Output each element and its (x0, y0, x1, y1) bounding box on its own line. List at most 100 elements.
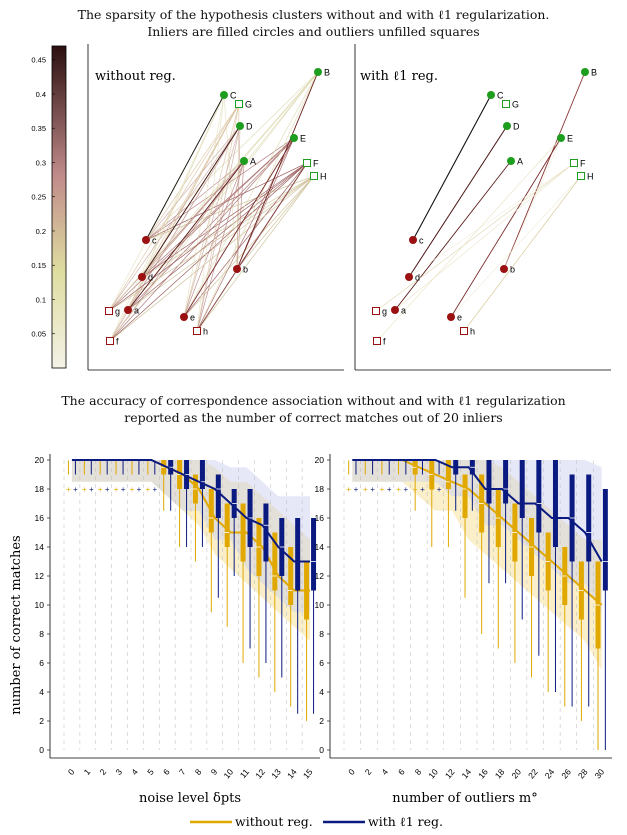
outlier-mark: + (413, 485, 418, 494)
inlier-point-a (391, 306, 399, 314)
hypothesis-line (376, 137, 562, 342)
inlier-point-E (290, 134, 298, 142)
outlier-mark: + (346, 485, 351, 494)
box (586, 474, 592, 562)
point-label-a: a (401, 306, 406, 316)
x-tick-label: 12 (253, 767, 267, 781)
x-tick-label: 6 (161, 767, 172, 777)
median-line-1 (71, 459, 311, 563)
inlier-point-D (503, 122, 511, 130)
hypothesis-line (145, 175, 315, 241)
y-tick-label: 16 (35, 513, 45, 523)
hypothesis-line (108, 160, 245, 312)
colorbar-tick-label: 0.45 (31, 56, 46, 65)
y-tick-label: 6 (39, 658, 44, 668)
hypothesis-line (196, 94, 225, 332)
point-label-E: E (300, 134, 306, 144)
hypothesis-line (145, 125, 241, 241)
hypothesis-line (127, 162, 308, 311)
hypothesis-line (183, 71, 319, 318)
hypothesis-line (145, 137, 295, 241)
hypothesis-line (141, 162, 308, 278)
hypothesis-line (503, 71, 586, 270)
outlier-point-g (372, 307, 380, 315)
hypothesis-line (183, 162, 308, 318)
x-tick-label: 14 (459, 767, 473, 781)
point-label-b: b (243, 265, 248, 275)
x-tick-label: 13 (269, 767, 283, 781)
box (462, 474, 468, 518)
hypothesis-line (463, 175, 582, 332)
outlier-mark: + (380, 485, 385, 494)
bottom-caption-line2: reported as the number of correct matche… (124, 410, 503, 425)
outlier-mark: + (363, 485, 368, 494)
outlier-point-f (106, 337, 114, 345)
point-label-h: h (470, 327, 475, 337)
outlier-mark: + (396, 485, 401, 494)
hypothesis-line-strong (196, 162, 308, 332)
inlier-point-b (233, 265, 241, 273)
inlier-point-b (500, 265, 508, 273)
top-caption-line2: Inliers are filled circles and outliers … (147, 24, 480, 39)
x-tick-label: 2 (98, 767, 109, 777)
hypothesis-line (141, 103, 240, 278)
point-label-F: F (313, 159, 319, 169)
x-tick-label: 18 (493, 767, 507, 781)
panel-with-title: with ℓ1 reg. (360, 69, 438, 84)
point-label-C: C (230, 91, 237, 101)
inlier-point-e (180, 313, 188, 321)
y-tick-label: 10 (35, 600, 45, 610)
hypothesis-line-strong (141, 125, 241, 278)
hypothesis-line (196, 160, 245, 332)
x-tick-label: 4 (129, 767, 140, 777)
box (602, 489, 608, 591)
y-tick-label: 18 (315, 484, 325, 494)
point-label-c: c (152, 236, 157, 246)
box (552, 460, 558, 547)
hypothesis-line (109, 137, 295, 342)
x-tick-label: 28 (576, 767, 590, 781)
hypothesis-line (375, 162, 575, 312)
point-label-c: c (419, 236, 424, 246)
inlier-point-C (220, 91, 228, 99)
hypothesis-line (412, 94, 492, 241)
point-label-D: D (513, 122, 520, 132)
point-label-h: h (203, 327, 208, 337)
x-tick-label: 0 (66, 767, 77, 777)
legend: without reg. with ℓ1 reg. (190, 814, 443, 829)
y-tick-label: 0 (39, 745, 44, 755)
box-plots: number of correct matches 02468101214161… (9, 454, 612, 829)
hypothesis-line (109, 71, 319, 342)
point-label-f: f (116, 337, 119, 347)
box (263, 503, 269, 562)
median-line-1 (352, 459, 603, 562)
point-label-a: a (134, 306, 139, 316)
hypothesis-line-strong (183, 137, 295, 318)
legend-without-label: without reg. (235, 814, 313, 829)
y-tick-label: 20 (35, 455, 45, 465)
box (311, 518, 317, 591)
x-tick-label: 20 (509, 767, 523, 781)
legend-with-label: with ℓ1 reg. (368, 814, 443, 829)
outlier-point-h (193, 327, 201, 335)
hypothesis-line (196, 125, 241, 332)
colorbar: 0.05 0.1 0.15 0.2 0.25 0.3 0.35 0.4 0.45 (31, 45, 67, 369)
x-tick-label: 14 (285, 767, 299, 781)
point-label-H: H (587, 172, 594, 182)
outlier-mark: + (145, 485, 150, 494)
point-label-F: F (580, 159, 586, 169)
colorbar-tick-label: 0.1 (36, 295, 46, 304)
panel-with-reg: with ℓ1 reg. A B C D E F G Ha b c d e f g h (354, 44, 611, 371)
x-tick-label: 2 (363, 767, 374, 777)
hypothesis-line (408, 162, 575, 278)
box (295, 518, 301, 591)
x-tick-label: 26 (559, 767, 573, 781)
outlier-point-f (373, 337, 381, 345)
y-tick-label: 8 (39, 629, 44, 639)
inlier-point-e (447, 313, 455, 321)
box (503, 460, 509, 504)
point-label-C: C (497, 91, 504, 101)
inlier-point-D (236, 122, 244, 130)
outlier-mark: + (121, 485, 126, 494)
